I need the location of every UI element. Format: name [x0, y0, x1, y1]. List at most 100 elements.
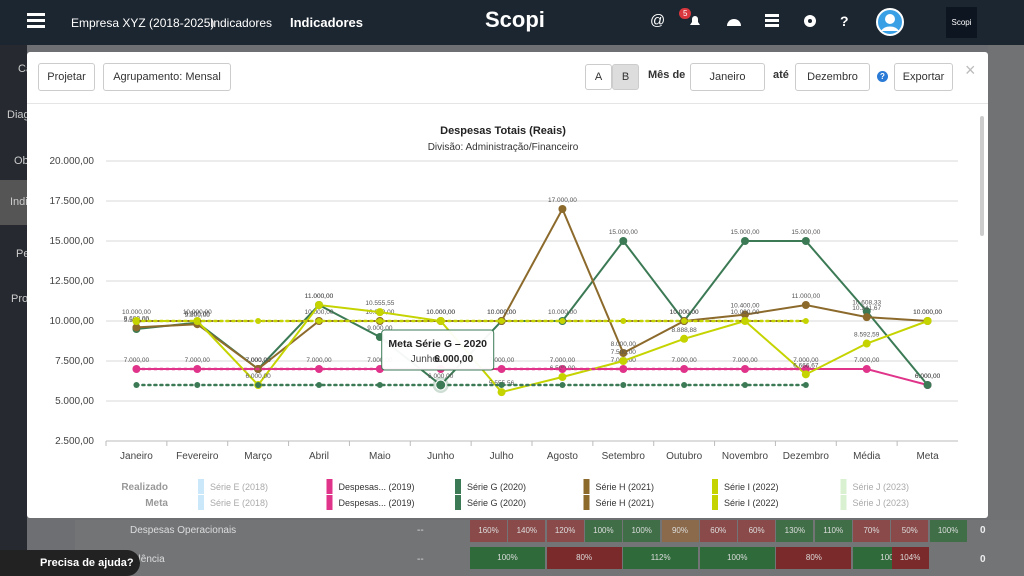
table-cell: 60% [699, 520, 737, 542]
point-marker [742, 382, 748, 388]
data-label: 10.000,00 [183, 309, 212, 316]
point-marker [558, 205, 567, 213]
legend-swatch [455, 479, 461, 494]
point-marker [741, 310, 749, 319]
table-cell: 50% [891, 520, 929, 542]
email-icon[interactable]: @ [650, 12, 666, 29]
point-marker [315, 301, 323, 309]
help-chat[interactable]: Precisa de ajuda? [0, 550, 140, 576]
list-icon[interactable] [765, 14, 779, 27]
point-marker [133, 382, 140, 388]
data-label: 15.000,00 [609, 229, 638, 236]
breadcrumb[interactable]: Indicadores [290, 15, 363, 30]
point-marker [801, 237, 810, 245]
point-marker [923, 381, 932, 389]
point-marker [619, 237, 628, 245]
brand-logo: Scopi [946, 7, 977, 38]
close-button[interactable]: × [965, 60, 976, 80]
tooltip-value: 6.000,00 [434, 354, 473, 365]
project-button[interactable]: Projetar [38, 63, 95, 91]
data-label: 10.000,00 [913, 309, 942, 316]
point-marker [316, 318, 322, 324]
sidebar: Ca Diag Ob Indi Pe Pro [0, 45, 32, 576]
legend-swatch [326, 495, 333, 510]
point-marker [862, 307, 871, 316]
chart-modal: Projetar Agrupamento: Mensal A B Mês de … [27, 52, 988, 518]
data-label: 11.000,00 [792, 293, 821, 300]
bell-icon[interactable] [688, 14, 702, 28]
y-tick-label: 5.000,00 [55, 396, 94, 407]
point-marker [862, 313, 871, 322]
legend-swatch [198, 495, 204, 510]
legend-row-label: Realizado [121, 482, 168, 493]
data-label: 7.000,00 [306, 357, 332, 364]
legend-row-label: Meta [145, 498, 168, 509]
view-b-button[interactable]: B [612, 64, 639, 90]
table-cell: 100% [929, 520, 967, 542]
table-cell: 90% [661, 520, 699, 542]
legend-entry: Despesas... (2019) [339, 498, 415, 508]
data-label: 7.000,00 [732, 357, 758, 364]
point-marker [620, 382, 627, 388]
data-label: 7.000,00 [245, 357, 271, 364]
y-tick-label: 7.500,00 [55, 356, 94, 367]
data-label: 10.000,00 [305, 309, 334, 316]
legend-swatch [326, 479, 333, 494]
y-tick-label: 20.000,00 [50, 156, 95, 167]
point-marker [619, 357, 628, 365]
to-select[interactable]: Dezembro [795, 63, 870, 91]
data-label: 6.000,00 [245, 373, 271, 380]
table-cell: 80% [546, 547, 622, 569]
point-marker [255, 318, 262, 324]
point-marker [559, 318, 566, 324]
row-count: 0 [980, 554, 986, 565]
table-cell: 80% [776, 547, 852, 569]
point-marker [255, 382, 262, 388]
sidebar-item: Pe [16, 248, 30, 260]
x-tick-label: Junho [427, 451, 455, 462]
help-icon[interactable]: ? [840, 13, 849, 29]
x-tick-label: Fevereiro [176, 451, 219, 462]
y-tick-label: 2.500,00 [55, 436, 94, 447]
background-table: Despesas Operacionais -- plência -- 0 0 … [75, 520, 1024, 576]
info-icon[interactable]: ? [877, 71, 888, 82]
table-cell: 120% [546, 520, 584, 542]
from-select[interactable]: Janeiro [690, 63, 765, 91]
point-marker [801, 301, 810, 309]
x-tick-label: Abril [309, 451, 329, 462]
chart-title: Despesas Totais (Reais) [440, 125, 566, 137]
right-strip [988, 45, 1024, 520]
data-label: 7.000,00 [367, 357, 393, 364]
table-cell: 160% [470, 520, 507, 542]
data-label: 15.000,00 [731, 229, 760, 236]
legend-entry: Série J (2023) [853, 498, 910, 508]
grouping-dropdown[interactable]: Agrupamento: Mensal [103, 63, 231, 91]
legend-entry: Série H (2021) [596, 498, 655, 508]
settings-icon[interactable] [803, 14, 817, 28]
legend-entry: Série J (2023) [853, 482, 910, 492]
chart-subtitle: Divisão: Administração/Financeiro [428, 142, 579, 153]
legend-entry: Despesas... (2019) [339, 482, 415, 492]
point-marker [559, 382, 566, 388]
avatar[interactable] [876, 8, 904, 36]
legend-swatch [840, 479, 847, 494]
view-a-button[interactable]: A [585, 64, 612, 90]
data-label: 10.000,00 [426, 309, 455, 316]
data-label: 7.000,00 [550, 357, 576, 364]
breadcrumb[interactable]: Indicadores [210, 16, 273, 30]
data-label: 7.000,00 [671, 357, 697, 364]
notification-badge[interactable]: 5 [679, 8, 692, 19]
table-cell: 130% [776, 520, 814, 542]
export-button[interactable]: Exportar [894, 63, 953, 91]
data-label: 7.000,00 [793, 357, 819, 364]
point-marker [558, 373, 567, 381]
dashboard-icon[interactable] [726, 14, 742, 28]
data-label: 7.000,00 [124, 357, 150, 364]
data-label: 10.555,55 [365, 300, 394, 307]
breadcrumb[interactable]: Empresa XYZ (2018-2025) [71, 16, 215, 30]
legend-entry: Série E (2018) [210, 482, 268, 492]
menu-icon[interactable] [27, 12, 47, 30]
data-label: 10.241,67 [852, 305, 881, 312]
toolbar-divider [27, 103, 988, 104]
hover-point [435, 379, 447, 391]
